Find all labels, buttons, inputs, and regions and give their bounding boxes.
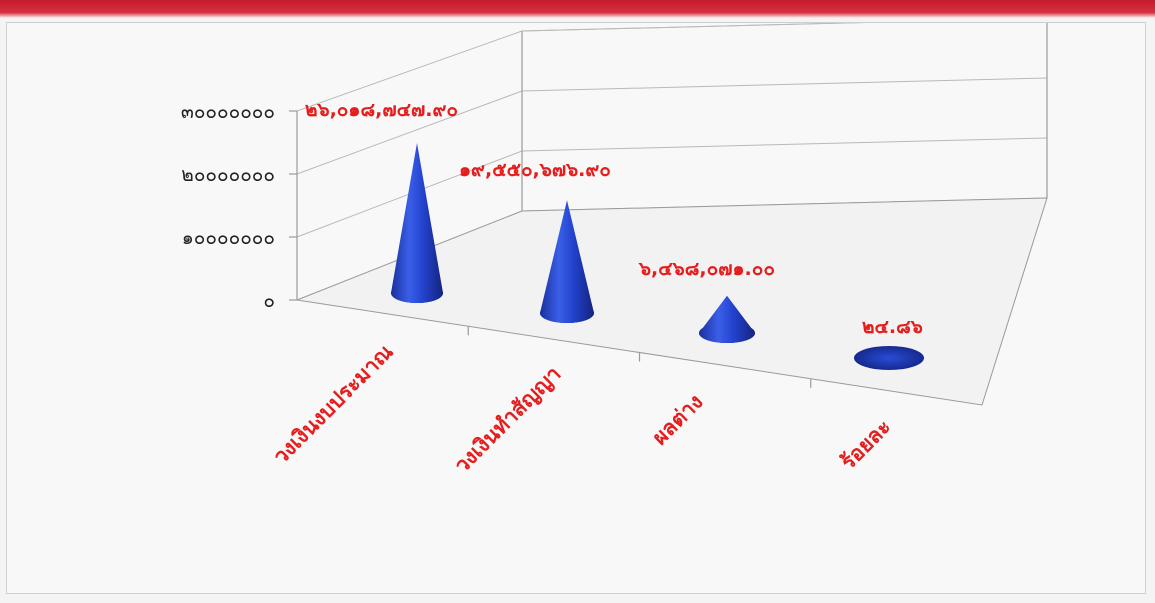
gridline-side-3: [296, 30, 523, 112]
y-tick-labels: ๐ ๑๐๐๐๐๐๐๐ ๒๐๐๐๐๐๐๐ ๓๐๐๐๐๐๐๐: [181, 101, 275, 312]
category-label: ผลต่าง: [648, 390, 708, 450]
data-label: ๒๔.๘๖: [862, 316, 923, 338]
data-label: ๒๖,๐๑๘,๗๔๗.๙๐: [305, 99, 458, 121]
data-label: ๑๙,๕๕๐,๖๗๖.๙๐: [459, 159, 611, 181]
gridline-back-1: [521, 137, 1048, 152]
category-label: วงเงินงบประมาณ: [269, 339, 398, 468]
data-label: ๖,๔๖๘,๐๗๑.๐๐: [638, 258, 775, 280]
data-labels: ๒๖,๐๑๘,๗๔๗.๙๐๑๙,๕๕๐,๖๗๖.๙๐๖,๔๖๘,๐๗๑.๐๐๒๔…: [305, 99, 923, 338]
cone-bar: [391, 143, 443, 303]
cone-chart: ๐ ๑๐๐๐๐๐๐๐ ๒๐๐๐๐๐๐๐ ๓๐๐๐๐๐๐๐ ๒๖,๐๑๘,๗๔๗.๙๐๑…: [181, 23, 1048, 479]
y-tick-label: ๐: [263, 290, 275, 312]
top-accent-strip: [0, 0, 1155, 18]
cone-bar: [699, 295, 755, 343]
axis-layer: [289, 23, 1048, 406]
gridline-back-2: [521, 77, 1048, 92]
y-tick-label: ๑๐๐๐๐๐๐๐: [182, 227, 275, 249]
category-label: วงเงินทำสัญญา: [450, 362, 567, 479]
gridline-side-2: [296, 90, 523, 175]
y-tick-label: ๒๐๐๐๐๐๐๐: [181, 164, 275, 186]
cone-bar: [540, 200, 594, 323]
category-label: ร้อยละ: [836, 415, 896, 475]
y-tick-label: ๓๐๐๐๐๐๐๐: [181, 101, 275, 123]
cone-series: [391, 143, 924, 370]
chart-frame: ๐ ๑๐๐๐๐๐๐๐ ๒๐๐๐๐๐๐๐ ๓๐๐๐๐๐๐๐ ๒๖,๐๑๘,๗๔๗.๙๐๑…: [6, 22, 1146, 594]
cone-bar: [854, 346, 924, 370]
back-top-edge: [521, 23, 866, 32]
